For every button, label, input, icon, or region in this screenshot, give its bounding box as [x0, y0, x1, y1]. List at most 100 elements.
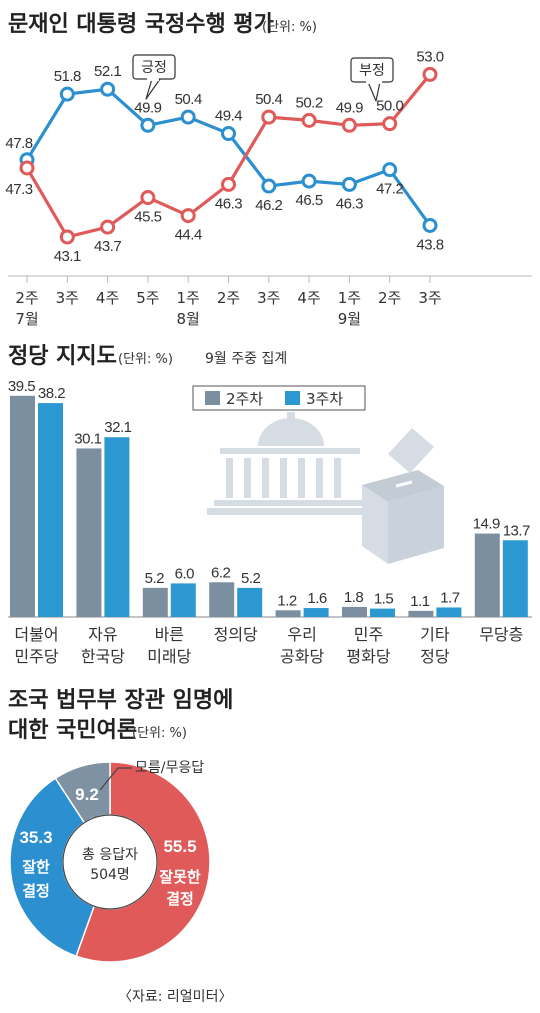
party-category-label: 평화당	[346, 647, 390, 666]
legend-week2-swatch	[205, 391, 220, 405]
approve-value-label: 49.4	[215, 108, 242, 125]
x-tick-week-label: 4주	[297, 289, 320, 307]
party-category-label: 미래당	[147, 647, 191, 666]
week2-bar	[10, 395, 35, 617]
approve-data-point	[59, 86, 75, 102]
disapprove-data-point	[221, 176, 236, 192]
week3-bar	[38, 403, 63, 617]
disapprove-data-point	[59, 229, 75, 245]
x-tick-week-label: 5주	[136, 289, 159, 307]
approve-slice-label: 잘한	[22, 858, 50, 876]
disapprove-value-label: 50.2	[295, 94, 322, 111]
x-tick-week-label: 3주	[257, 289, 280, 307]
week3-bar	[436, 607, 462, 617]
party-category-label: 정당	[420, 647, 450, 666]
x-tick-week-label: 2주	[378, 289, 401, 307]
disapprove-data-point	[180, 208, 196, 224]
approve-slice-label: 결정	[22, 882, 50, 900]
week2-bar	[342, 606, 367, 617]
week3-bar-value: 5.2	[241, 570, 261, 587]
party-category-label: 민주	[354, 625, 383, 644]
approve-value-label: 46.2	[255, 197, 282, 214]
week2-bar	[209, 582, 235, 617]
approve-data-point	[301, 173, 317, 189]
approval-title: 문재인 대통령 국정수행 평가	[8, 12, 274, 37]
party-category-label: 정의당	[214, 625, 258, 644]
source-note: 〈자료: 리얼미터〉	[118, 989, 232, 1005]
approval-line-chart: 2주 7월 3주 4주 5주 1주 8월 2주 3주 4주 1주 9월 2주 3주 47.8 51.8 52.1…	[5, 48, 532, 328]
week3-bar-value: 1.6	[307, 590, 327, 607]
assembly-dome	[258, 418, 324, 446]
no-answer-leader-line	[99, 767, 132, 791]
x-tick-month-label: 7월	[15, 310, 38, 328]
week2-bar	[474, 533, 500, 617]
week3-bar	[370, 608, 395, 617]
approve-data-point	[382, 162, 398, 178]
disapprove-series-label: 부정	[359, 63, 385, 79]
legend-week3-swatch	[285, 391, 300, 405]
week3-bar	[104, 437, 130, 617]
legend-week2-label: 2주차	[226, 390, 263, 408]
donut-center-label: 총 응답자	[82, 847, 138, 863]
donut-center-circle	[62, 814, 158, 910]
week3-bar-value: 38.2	[38, 385, 65, 402]
disapprove-data-point	[19, 160, 35, 176]
disapprove-value-label: 43.7	[94, 238, 121, 255]
assembly-column	[316, 458, 323, 498]
week3-bar-value: 6.0	[175, 565, 195, 582]
approve-value-label: 47.8	[5, 135, 32, 152]
opinion-section: 조국 법무부 장관 임명에 대한 국민여론 (단위: %) 총 응답자 504명 5…	[8, 688, 233, 1005]
x-tick-week-label: 4주	[96, 289, 119, 307]
week2-bar	[275, 610, 301, 617]
week3-bar	[237, 587, 263, 617]
approve-series-label: 긍정	[141, 60, 167, 76]
approve-data-point	[341, 176, 357, 192]
party-unit: (단위: %)	[118, 352, 173, 367]
x-tick-week-label: 2주	[217, 289, 240, 307]
x-tick-week-label: 2주	[15, 289, 38, 307]
ballot-box-slot	[395, 480, 413, 488]
party-category-label: 자유	[88, 625, 117, 644]
approve-callout-joint	[147, 77, 159, 81]
disapprove-value-label: 50.4	[255, 91, 282, 108]
approve-value-label: 52.1	[94, 63, 121, 80]
week3-bar	[303, 608, 329, 617]
disapprove-value-label: 45.5	[134, 209, 161, 226]
week2-bar	[142, 587, 168, 617]
week2-bar-value: 14.9	[473, 516, 500, 533]
donut-center-count: 504명	[90, 867, 130, 883]
week2-bar-value: 30.1	[74, 430, 101, 447]
party-legend: 2주차 3주차	[192, 385, 366, 411]
week2-bar	[408, 610, 434, 617]
approve-value-label: 47.2	[376, 181, 403, 198]
disapprove-data-point	[301, 112, 317, 128]
assembly-base	[214, 500, 384, 506]
x-tick-week-label: 1주	[177, 289, 200, 307]
approve-data-point	[180, 109, 196, 125]
x-tick-week-label: 3주	[418, 289, 441, 307]
week2-bar-value: 1.1	[410, 593, 430, 610]
approve-slice-value: 35.3	[19, 828, 52, 847]
assembly-column	[280, 458, 287, 498]
party-category-label: 바른	[155, 625, 184, 644]
assembly-steps	[207, 508, 391, 515]
ballot-box-side	[388, 486, 444, 564]
week2-bar-value: 5.2	[145, 570, 165, 587]
disapprove-data-point	[261, 109, 277, 125]
assembly-column	[298, 458, 305, 498]
week3-bar	[502, 540, 528, 617]
disapprove-callout: 부정	[350, 57, 394, 102]
party-category-label: 한국당	[81, 647, 125, 666]
x-tick-week-label: 3주	[56, 289, 79, 307]
opinion-title-line1: 조국 법무부 장관 임명에	[8, 688, 233, 713]
approve-value-label: 49.9	[134, 99, 161, 116]
week2-bar-value: 1.8	[344, 589, 364, 606]
party-subtitle: 9월 주중 집계	[205, 351, 287, 367]
disapprove-value-label: 47.3	[5, 181, 32, 198]
party-section: 정당 지지도 (단위: %) 9월 주중 집계 2주	[8, 344, 532, 666]
assembly-column	[226, 458, 233, 498]
week2-bar	[76, 448, 102, 617]
disapprove-slice-label: 결정	[166, 890, 194, 908]
week3-bar-value: 13.7	[503, 522, 530, 539]
